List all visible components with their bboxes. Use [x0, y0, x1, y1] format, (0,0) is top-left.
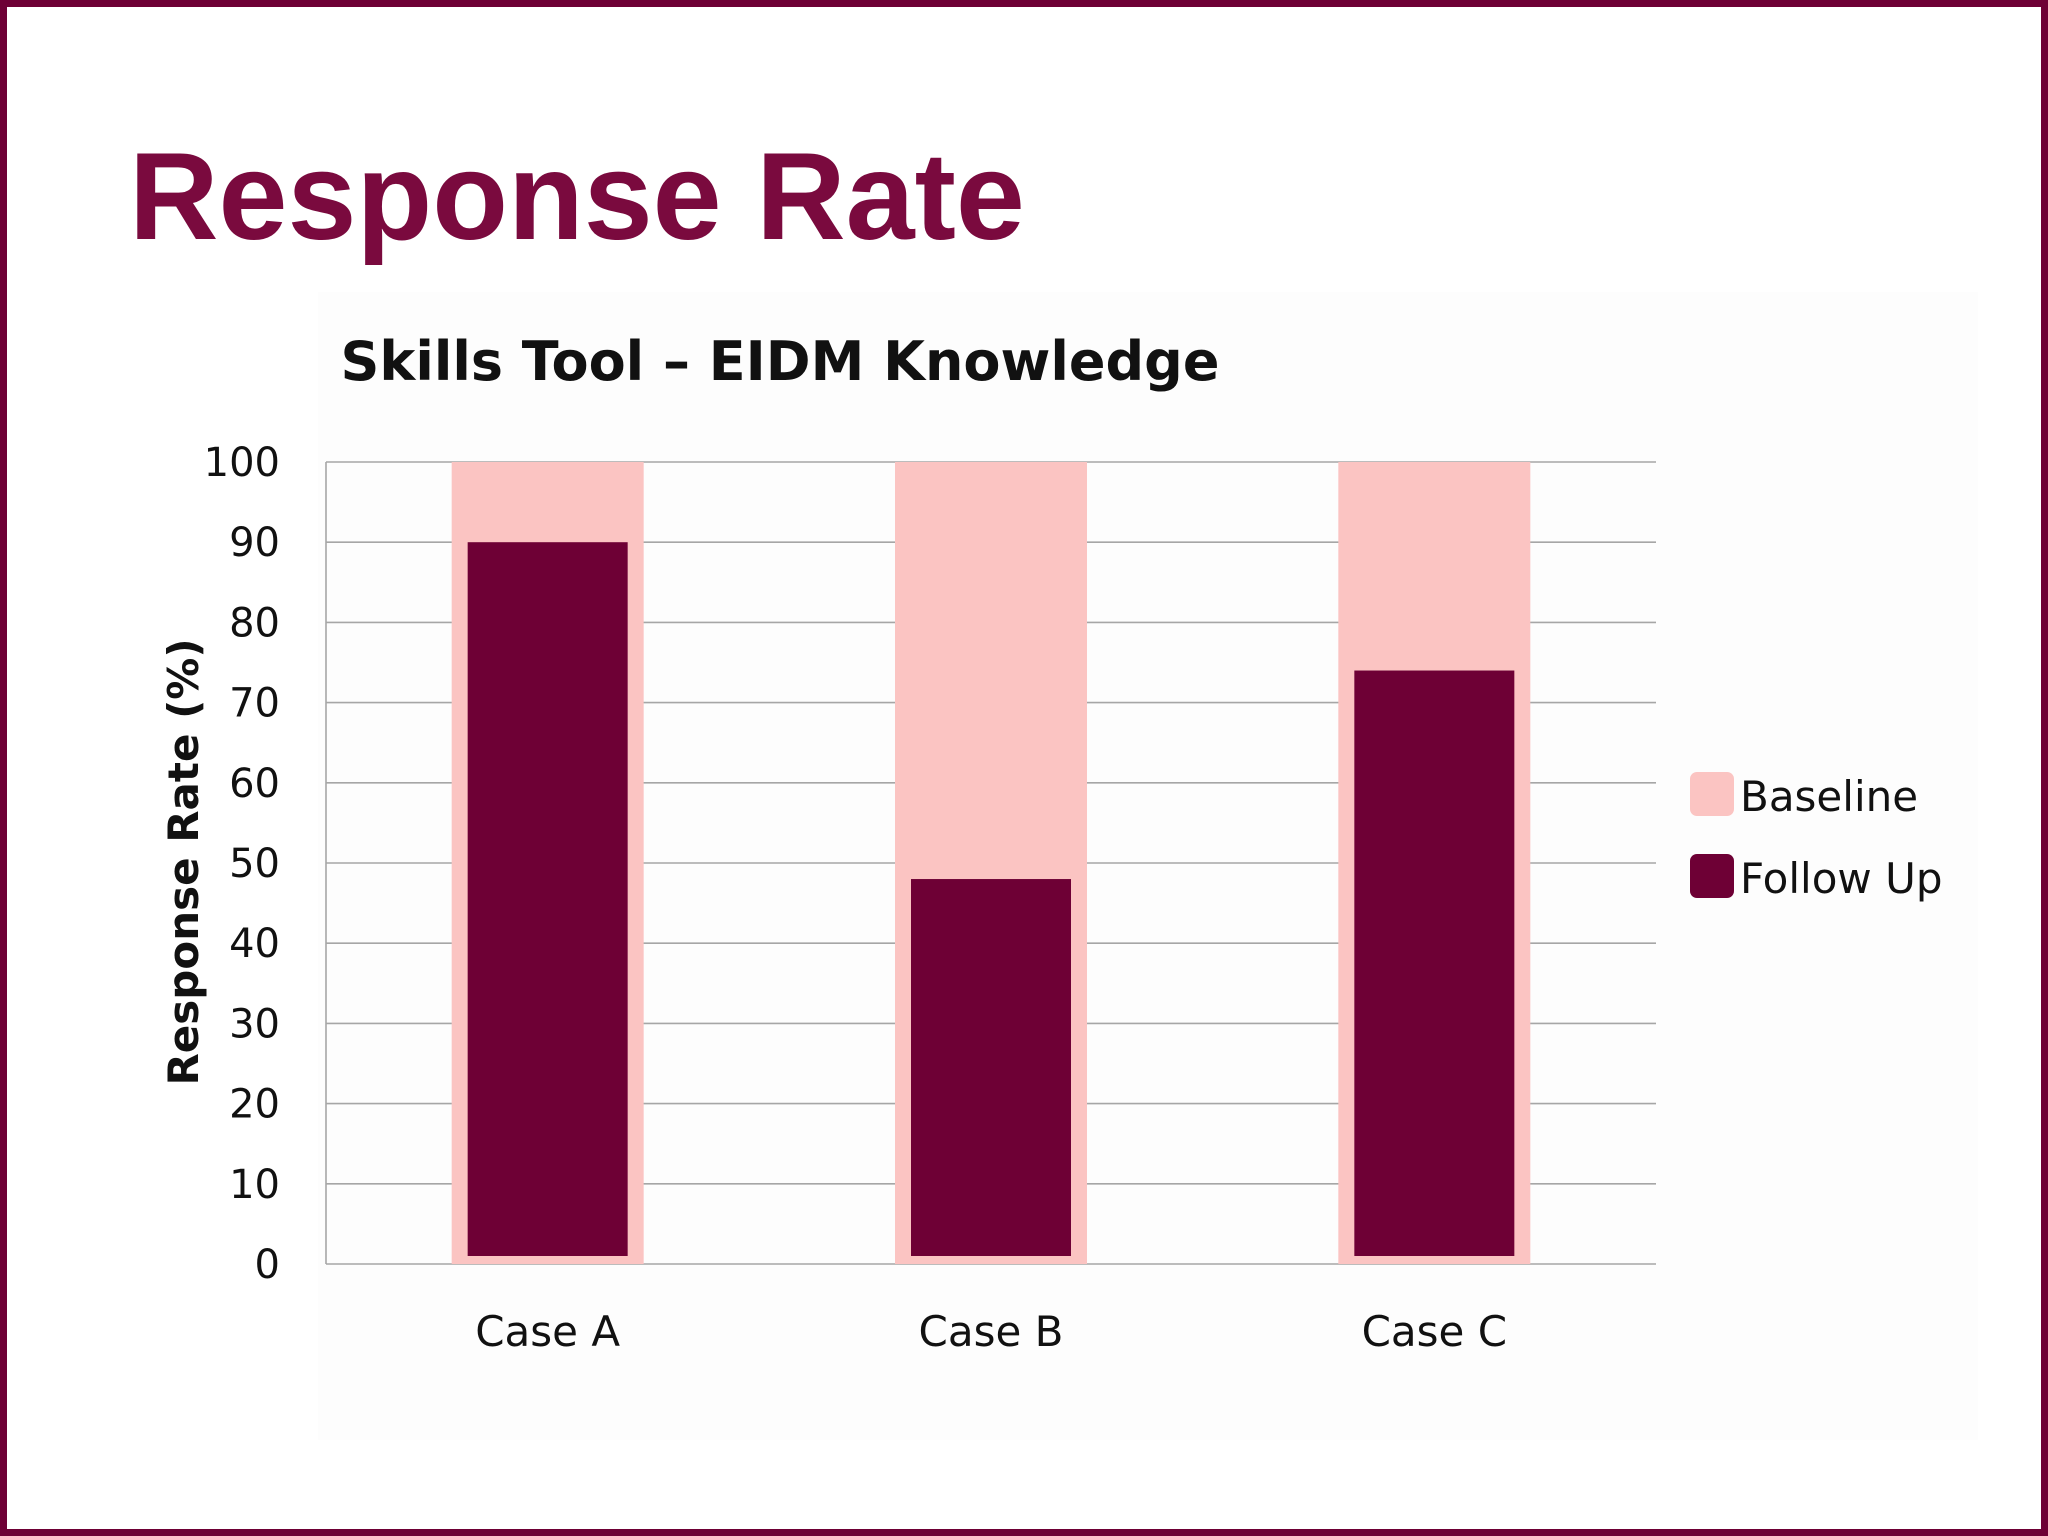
x-tick-label-case-a: Case A: [475, 1307, 620, 1356]
legend-swatch-follow-up: [1690, 854, 1734, 898]
x-tick-label-case-b: Case B: [919, 1307, 1064, 1356]
bar-follow-up-case-a: [467, 542, 628, 1256]
y-tick-label-50: 50: [229, 841, 280, 887]
y-tick-label-70: 70: [229, 681, 280, 727]
bar-follow-up-case-b: [911, 879, 1071, 1256]
y-tick-label-0: 0: [255, 1242, 280, 1288]
y-tick-label-20: 20: [229, 1082, 280, 1128]
bar-chart: Skills Tool – EIDM Knowledge Response Ra…: [159, 330, 1943, 1356]
y-tick-label-90: 90: [229, 520, 280, 566]
chart-title: Skills Tool – EIDM Knowledge: [341, 330, 1220, 393]
y-tick-label-80: 80: [229, 600, 280, 646]
y-tick-label-60: 60: [229, 761, 280, 807]
legend-label-baseline: Baseline: [1740, 772, 1918, 821]
axes: 0 10 20 30 40 50 60 70 80 90 100 Case A Case B Case C: [204, 440, 1507, 1356]
y-tick-label-40: 40: [229, 921, 280, 967]
x-tick-label-case-c: Case C: [1362, 1307, 1507, 1356]
y-axis-label: Response Rate (%): [159, 638, 208, 1085]
legend: Baseline Follow Up: [1690, 772, 1943, 903]
y-tick-label-100: 100: [204, 440, 280, 486]
chart-panel: Skills Tool – EIDM Knowledge Response Ra…: [159, 292, 1978, 1440]
slide-title: Response Rate: [129, 128, 1025, 266]
y-tick-label-10: 10: [229, 1162, 280, 1208]
bar-follow-up-case-c: [1354, 670, 1515, 1256]
legend-label-follow-up: Follow Up: [1740, 854, 1943, 903]
bars: [451, 462, 1531, 1264]
legend-swatch-baseline: [1690, 772, 1734, 816]
y-tick-label-30: 30: [229, 1001, 280, 1047]
